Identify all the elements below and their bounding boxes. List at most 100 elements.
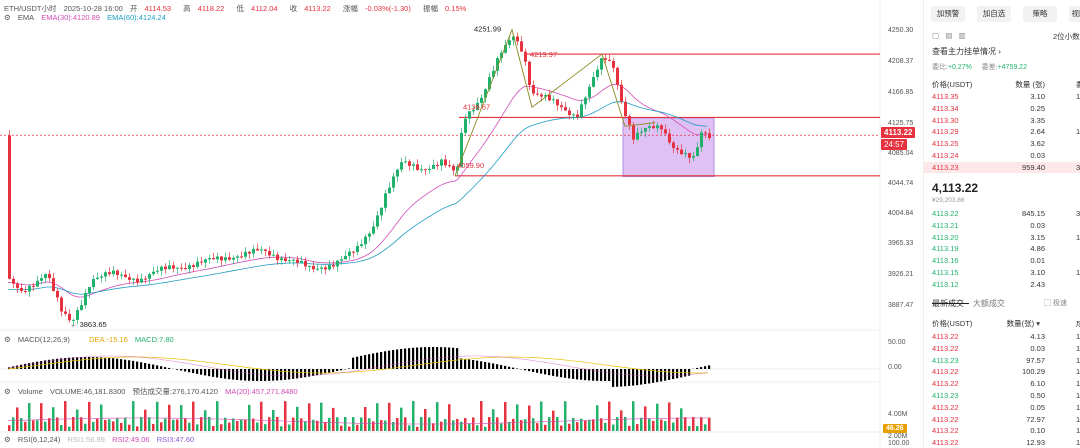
hide-checkbox[interactable]: ▢ 极速 — [1044, 300, 1067, 307]
volume-bar — [160, 422, 163, 431]
annotation-4136: 4136.67 — [463, 102, 490, 111]
macd-bar — [408, 348, 411, 369]
watchlist-button[interactable]: 加自选 — [977, 6, 1011, 22]
ask-row[interactable]: 4113.23 959.40 3 — [932, 162, 1080, 173]
volume-bar — [384, 420, 387, 431]
volume-bar — [676, 417, 679, 431]
volume-bar — [460, 421, 463, 431]
open-value: 4114.53 — [144, 4, 172, 13]
trade-row[interactable]: 4113.22 6.10 16 — [932, 378, 1080, 389]
candle-body — [292, 259, 295, 261]
trade-row[interactable]: 4113.22 72.97 16 — [932, 414, 1080, 425]
macd-bar — [260, 369, 263, 381]
volume-label: Volume — [17, 387, 43, 396]
close-label: 收 — [289, 4, 298, 13]
gear-icon[interactable]: ⚙ — [4, 335, 11, 344]
ask-row[interactable]: 4113.25 3.62 — [932, 138, 1080, 149]
macd-bar — [392, 350, 395, 369]
candle-body — [272, 254, 275, 256]
row-cum: 16 — [1076, 355, 1080, 365]
volume-bar — [264, 424, 267, 431]
trade-header-qty[interactable]: 数量(张) ▾ — [1007, 318, 1040, 329]
candle-body — [584, 97, 587, 105]
volume-bar — [152, 423, 155, 431]
candle-body — [96, 277, 99, 279]
volume-bar — [504, 401, 507, 431]
candle-body — [44, 273, 47, 279]
ask-row[interactable]: 4113.29 2.64 10 — [932, 126, 1080, 137]
candle-body — [656, 125, 659, 129]
volume-bar — [500, 423, 503, 431]
row-qty: 3.62 — [1030, 139, 1045, 149]
macd-bar — [136, 361, 139, 369]
candle-body — [388, 187, 391, 194]
volume-bar — [624, 417, 627, 431]
trade-row[interactable]: 4113.22 0.03 16 — [932, 343, 1080, 354]
bid-row[interactable]: 4113.19 4.86 — [932, 243, 1080, 254]
bid-row[interactable]: 4113.20 3.15 12 — [932, 232, 1080, 243]
view-button[interactable]: 视图 — [1069, 6, 1080, 22]
trade-row[interactable]: 4113.22 0.10 16 — [932, 425, 1080, 436]
tab-large-trades[interactable]: 大额成交 — [972, 299, 1005, 308]
trade-row[interactable]: 4113.23 97.57 16 — [932, 355, 1080, 366]
ask-row[interactable]: 4113.35 3.10 12 — [932, 91, 1080, 102]
last-price-cny: ¥29,203.86 — [932, 197, 965, 204]
candle-body — [580, 104, 583, 117]
candle-body — [308, 265, 311, 267]
trade-row[interactable]: 4113.22 0.05 16 — [932, 402, 1080, 413]
trade-row[interactable]: 4113.22 12.93 16 — [932, 437, 1080, 448]
trade-row[interactable]: 4113.22 100.29 16 — [932, 366, 1080, 377]
change-label: 涨幅 — [342, 4, 358, 13]
candle-body — [364, 236, 367, 245]
bid-row[interactable]: 4113.21 0.03 — [932, 220, 1080, 231]
strategy-button[interactable]: 策略 — [1023, 6, 1057, 22]
bid-row[interactable]: 4113.16 0.01 — [932, 255, 1080, 266]
volume-bar — [476, 425, 479, 431]
alert-button[interactable]: 加预警 — [931, 6, 965, 22]
gear-icon[interactable]: ⚙ — [4, 13, 11, 22]
candle-body — [252, 248, 255, 254]
gear-icon[interactable]: ⚙ — [4, 387, 11, 396]
volume-bar — [544, 424, 547, 431]
volume-bar — [592, 419, 595, 431]
trade-row[interactable]: 4113.22 4.13 16 — [932, 331, 1080, 342]
main-order-link[interactable]: 查看主力挂单情况 › — [932, 46, 1001, 57]
row-qty: 2.64 — [1030, 127, 1045, 137]
ask-row[interactable]: 4113.30 3.35 — [932, 115, 1080, 126]
chart-area[interactable]: 4251.99 4219.97 4136.67 4059.90 ← 3863.65 ET… — [0, 0, 923, 448]
macd-bar — [52, 359, 55, 369]
candle-body — [460, 132, 463, 167]
candle-body — [508, 40, 511, 46]
ask-row[interactable]: 4113.24 0.03 — [932, 150, 1080, 161]
candle-body — [112, 270, 115, 275]
volume-bar — [80, 417, 83, 431]
bid-row[interactable]: 4113.22 845.15 3 — [932, 208, 1080, 219]
bid-row[interactable]: 4113.12 2.43 — [932, 279, 1080, 290]
macd-bar — [468, 359, 471, 369]
trade-row[interactable]: 4113.23 0.50 16 — [932, 390, 1080, 401]
datetime-label: 2025-10-28 16:00 — [63, 4, 123, 13]
candle-body — [256, 248, 259, 251]
book-mode-icons[interactable]: ▢ ▤ ▥ — [932, 31, 966, 40]
depth-select[interactable]: 2位小数 — [1053, 32, 1080, 41]
macd-bar — [500, 365, 503, 369]
macd-bar — [636, 369, 639, 386]
macd-bar — [700, 367, 703, 369]
ema30-line — [7, 83, 708, 298]
volume-bar — [380, 420, 383, 431]
macd-bar — [656, 369, 659, 383]
macd-bar — [708, 365, 711, 369]
ask-row[interactable]: 4113.34 0.25 — [932, 103, 1080, 114]
candle-body — [484, 89, 487, 98]
volume-bar — [692, 417, 695, 431]
candle-body — [84, 293, 87, 306]
candlestick-chart[interactable]: 4251.99 4219.97 4136.67 4059.90 ← 3863.65 — [0, 0, 923, 448]
macd-bar — [460, 358, 463, 369]
candle-body — [304, 260, 307, 267]
candle-body — [540, 94, 543, 97]
book-header-qty: 数量 (张) — [1015, 80, 1045, 89]
candle-body — [516, 36, 519, 42]
gear-icon[interactable]: ⚙ — [4, 435, 11, 444]
volume-bar — [304, 421, 307, 431]
bid-row[interactable]: 4113.15 3.10 12 — [932, 267, 1080, 278]
